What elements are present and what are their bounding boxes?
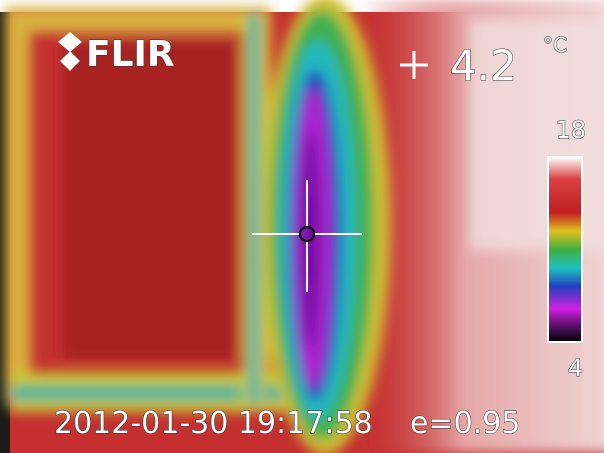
- thermal-image: FLIR 4.2 °C 18 4 2012-01-30 19:17:58 e=0…: [0, 0, 604, 453]
- scale-min: 4: [568, 354, 583, 382]
- spot-temperature: 4.2: [450, 41, 517, 90]
- page: FLIR 4.2 °C 18 4 2012-01-30 19:17:58 e=0…: [0, 0, 604, 453]
- spot-unit: °C: [543, 33, 567, 57]
- scale-max: 18: [555, 116, 586, 144]
- brand-logo: FLIR: [86, 34, 175, 75]
- timestamp: 2012-01-30 19:17:58: [54, 406, 373, 441]
- emissivity: e=0.95: [410, 406, 520, 441]
- color-scale-bar: [548, 157, 582, 342]
